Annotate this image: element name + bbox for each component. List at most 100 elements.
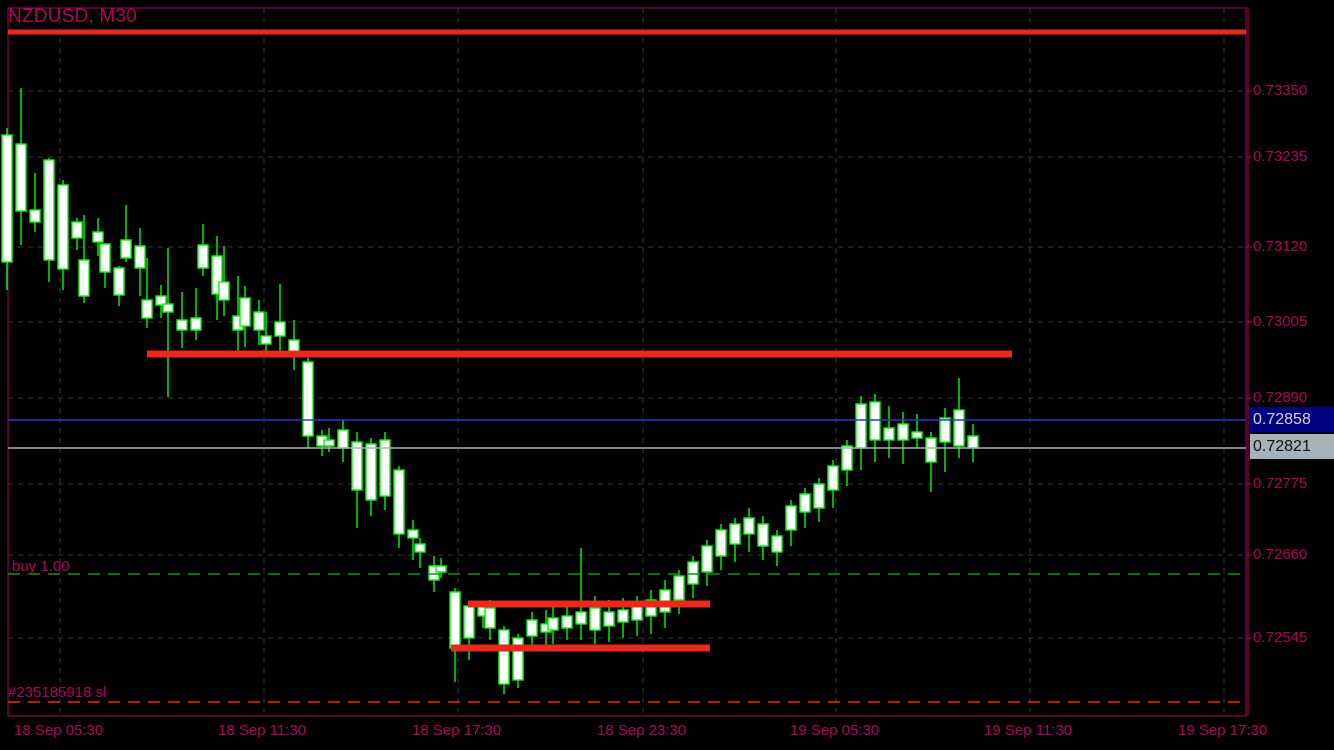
candlestick — [785, 500, 797, 546]
candle-body — [939, 417, 951, 443]
candle-body — [141, 299, 153, 319]
candle-body — [351, 441, 363, 491]
candle-body — [365, 443, 377, 501]
candlestick — [449, 588, 461, 682]
candlestick — [743, 508, 755, 552]
candlestick — [463, 605, 475, 660]
candle-body — [729, 523, 741, 545]
candlestick — [71, 218, 83, 250]
candlestick — [729, 518, 741, 562]
candle-body — [785, 505, 797, 531]
candle-body — [414, 543, 426, 553]
price-tick-label: 0.73235 — [1253, 148, 1308, 165]
time-tick-label: 18 Sep 17:30 — [412, 722, 502, 739]
candle-body — [813, 483, 825, 509]
time-tick-label: 19 Sep 11:30 — [984, 722, 1073, 739]
time-tick-label: 18 Sep 11:30 — [218, 722, 307, 739]
candle-body — [498, 629, 510, 685]
candle-body — [211, 255, 223, 295]
candle-body — [92, 231, 104, 243]
candlestick — [645, 590, 657, 634]
candle-body — [484, 607, 496, 629]
candlestick — [827, 460, 839, 508]
candlestick — [526, 612, 538, 648]
candlestick — [414, 538, 426, 568]
candlestick — [911, 414, 923, 448]
candle-body — [218, 281, 230, 301]
chart-frame — [7, 7, 1252, 717]
price-tick-label: 0.72775 — [1253, 475, 1308, 492]
candlestick — [512, 634, 524, 688]
price-tick-label: 0.72890 — [1253, 389, 1308, 406]
candlestick — [967, 424, 979, 462]
buy-order-label: buy 1.00 — [12, 558, 70, 575]
candle-body — [687, 561, 699, 585]
candlestick — [393, 466, 405, 548]
price-tick-label: 0.73120 — [1253, 238, 1308, 255]
candle-body — [78, 259, 90, 297]
candlestick — [687, 556, 699, 598]
candlestick — [547, 604, 559, 644]
candle-body — [393, 469, 405, 535]
candle-body — [162, 303, 174, 313]
candle-body — [603, 611, 615, 627]
candle-body — [561, 615, 573, 629]
candle-body — [113, 267, 125, 296]
candlestick — [92, 218, 104, 256]
candlestick — [29, 173, 41, 232]
ask-price-box: 0.72858 — [1250, 407, 1334, 432]
candle-body — [463, 605, 475, 639]
time-tick-label: 19 Sep 05:30 — [790, 722, 880, 739]
candle-body — [43, 159, 55, 261]
candlestick — [337, 420, 349, 462]
candle-body — [1, 134, 13, 263]
time-tick-label: 18 Sep 23:30 — [597, 722, 687, 739]
candle-body — [547, 617, 559, 631]
candle-body — [176, 319, 188, 331]
candle-body — [379, 439, 391, 497]
candlestick — [939, 408, 951, 472]
candle-body — [841, 445, 853, 471]
time-tick-label: 18 Sep 05:30 — [14, 722, 104, 739]
candlestick — [253, 300, 265, 345]
price-tick-label: 0.73005 — [1253, 313, 1308, 330]
candle-body — [134, 245, 146, 269]
candle-body — [407, 529, 419, 539]
candlestick — [190, 288, 202, 340]
candle-body — [323, 439, 335, 447]
candlestick — [379, 432, 391, 510]
candlestick — [435, 558, 447, 578]
candle-body — [827, 465, 839, 491]
candle-body — [99, 243, 111, 273]
price-tick-label: 0.73350 — [1253, 82, 1308, 99]
candle-body — [575, 611, 587, 625]
candlestick — [78, 215, 90, 303]
candlestick — [113, 266, 125, 306]
candle-body — [897, 423, 909, 441]
candlestick — [43, 158, 55, 282]
candlestick — [869, 394, 881, 462]
candle-body — [855, 403, 867, 449]
candle-body — [512, 637, 524, 681]
candle-body — [526, 619, 538, 637]
candlestick — [288, 320, 300, 370]
candle-body — [274, 321, 286, 337]
candle-body — [428, 565, 440, 581]
candlestick — [99, 243, 111, 288]
candle-body — [673, 575, 685, 601]
candle-body — [701, 545, 713, 573]
candle-body — [645, 599, 657, 617]
candlestick — [953, 378, 965, 458]
candle-body — [715, 529, 727, 557]
candlestick — [155, 285, 167, 318]
candlestick — [239, 286, 251, 347]
bid-price-box: 0.72821 — [1250, 434, 1334, 459]
candle-body — [253, 311, 265, 331]
candlestick — [561, 606, 573, 640]
candle-body — [617, 609, 629, 623]
candlestick — [813, 478, 825, 522]
candle-body — [120, 239, 132, 259]
candle-body — [260, 335, 272, 345]
